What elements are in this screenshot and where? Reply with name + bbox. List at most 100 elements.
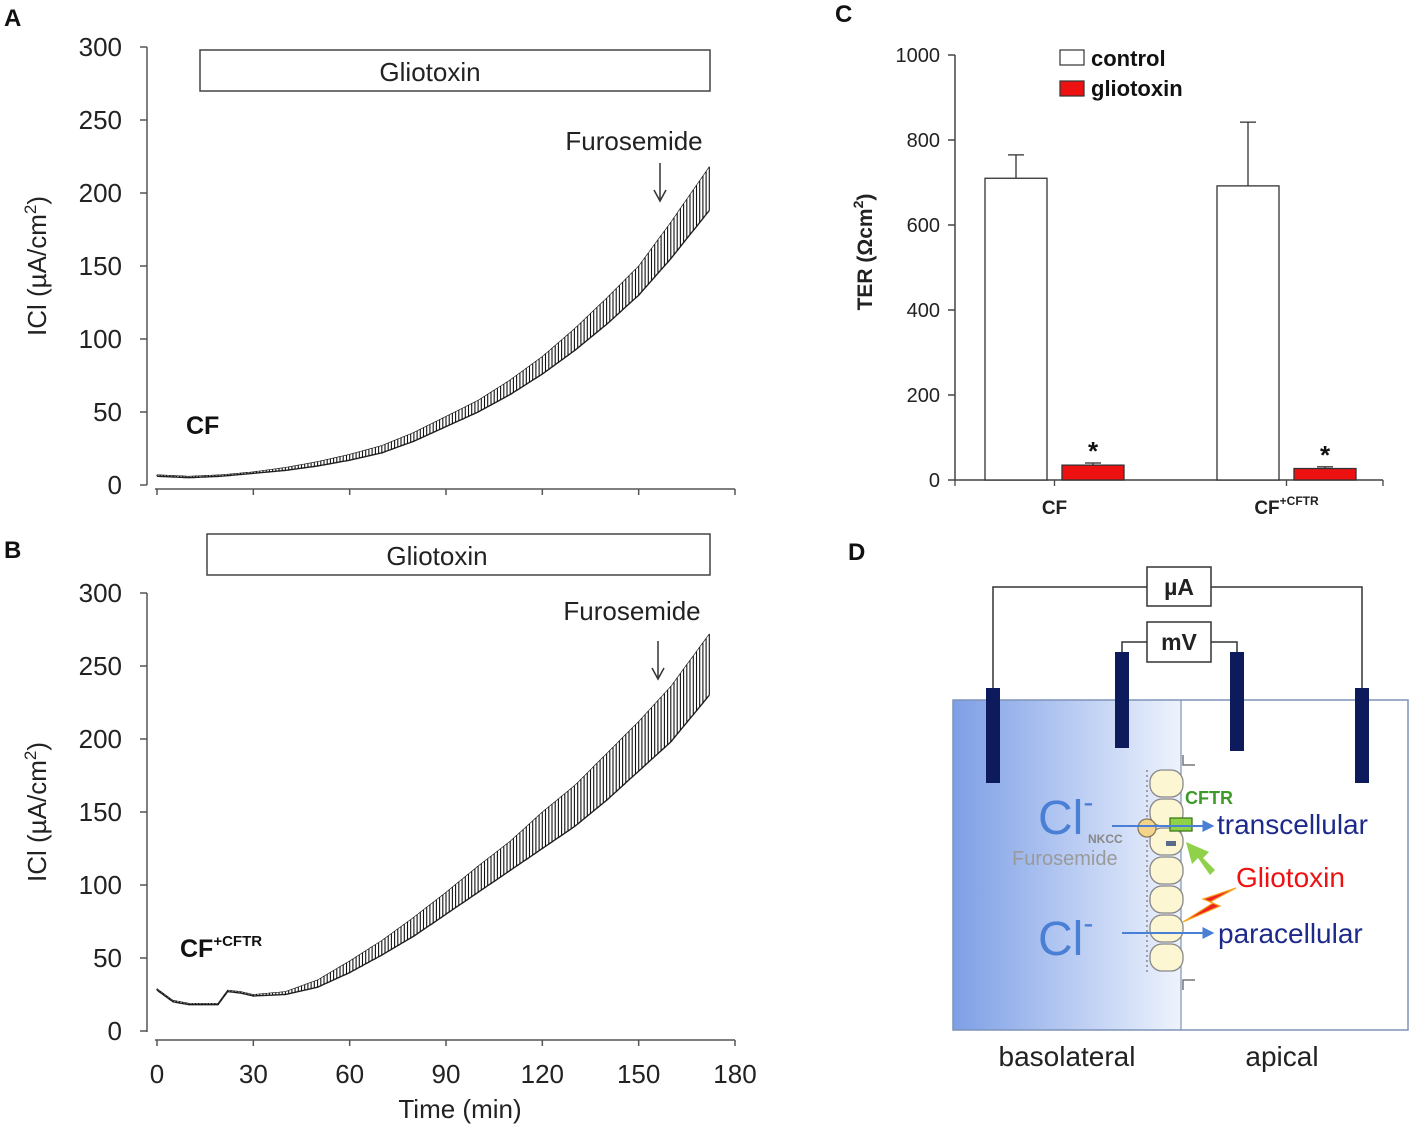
- x-tick-label: 60: [335, 1059, 364, 1089]
- panel-a-treatment-label: Gliotoxin: [379, 57, 480, 87]
- x-tick-label: 180: [713, 1059, 756, 1089]
- nkcc-transporter: [1137, 818, 1157, 838]
- y-tick-label: 300: [79, 578, 122, 608]
- y-tick-label: 0: [108, 1016, 122, 1046]
- y-tick-label: 250: [79, 651, 122, 681]
- panel-c-legend: control gliotoxin: [1059, 46, 1183, 101]
- gliotoxin-label: Gliotoxin: [1236, 862, 1345, 893]
- voltage-electrode-apical: [1230, 652, 1244, 751]
- significance-asterisk: *: [1320, 440, 1331, 470]
- panel-b-label: B: [4, 537, 21, 564]
- x-category-label: CF+CFTR: [1254, 494, 1319, 519]
- y-tick-label: 300: [79, 32, 122, 62]
- panel-b-furosemide-arrow: [651, 641, 665, 681]
- cl-ion-transcellular: Cl-: [1038, 786, 1093, 845]
- panel-b-treatment-bar: [206, 533, 711, 576]
- epithelial-cell: [1149, 943, 1184, 972]
- paracellular-label: paracellular: [1218, 918, 1363, 949]
- significance-asterisk: *: [1088, 436, 1099, 466]
- panel-b-axes: 0 50 100 150 200 250 300 0 30 60 90 120 150 180: [79, 578, 757, 1089]
- y-tick-label: 0: [929, 470, 940, 492]
- bar-control: [1216, 185, 1280, 481]
- y-tick-label: 1000: [896, 45, 941, 67]
- panel-c-bars: * *: [984, 121, 1357, 481]
- panel-b-trace: [156, 633, 710, 1006]
- x-tick-label: 90: [432, 1059, 461, 1089]
- millivolt-label: mV: [1161, 629, 1197, 655]
- bar-gliotoxin: [1293, 467, 1357, 481]
- y-tick-label: 400: [907, 300, 940, 322]
- apical-compartment: [1181, 700, 1408, 1030]
- trace-baseline: [156, 210, 710, 479]
- panel-a-axes: 0 50 100 150 200 250 300: [79, 32, 736, 500]
- gliotoxin-lightning-icon: [1182, 887, 1237, 923]
- panel-a-y-label: ICl (µA/cm2): [21, 196, 52, 336]
- x-category-text: CF: [1042, 498, 1067, 519]
- x-tick-label: 120: [521, 1059, 564, 1089]
- panel-d: D µA mV: [848, 539, 1409, 1072]
- legend-control-label: control: [1091, 46, 1166, 71]
- epithelial-cell: [1149, 914, 1184, 943]
- panel-d-label: D: [848, 539, 865, 566]
- voltage-electrode-basolateral: [1115, 652, 1129, 748]
- circuit-wires: [992, 586, 1363, 690]
- y-tick-label: 50: [93, 943, 122, 973]
- panel-a-furosemide-label: Furosemide: [565, 126, 702, 156]
- panel-b-furosemide-label: Furosemide: [563, 596, 700, 626]
- y-tick-label: 0: [108, 470, 122, 500]
- nkcc-label: NKCC: [1088, 832, 1123, 846]
- x-tick-label: 0: [150, 1059, 164, 1089]
- cftr-label: CFTR: [1185, 788, 1233, 808]
- transcellular-label: transcellular: [1217, 809, 1368, 840]
- y-tick-label: 150: [79, 797, 122, 827]
- basolateral-label: basolateral: [999, 1041, 1136, 1072]
- microamp-label: µA: [1164, 574, 1194, 600]
- y-tick-label: 100: [79, 870, 122, 900]
- x-category-superscript: +CFTR: [1280, 494, 1319, 508]
- apical-label: apical: [1245, 1041, 1318, 1072]
- x-category-text: CF: [1254, 498, 1279, 519]
- panel-a-treatment-bar: [199, 49, 711, 92]
- epithelial-cell: [1149, 769, 1184, 798]
- panel-b-x-label: Time (min): [398, 1094, 521, 1124]
- cl-ion-paracellular: Cl-: [1038, 907, 1093, 966]
- epithelial-cell: [1149, 856, 1184, 885]
- y-tick-label: 800: [907, 130, 940, 152]
- panel-a: A 0 50 100 150 200 250 300 ICl (µA/cm2) Glioto…: [4, 5, 736, 500]
- epithelial-cell: [1149, 885, 1184, 914]
- panel-b: B 0 50 100 150 200 250 300 0 30 60 90 120 150 180 ICl…: [4, 533, 757, 1124]
- x-category-label: CF: [1042, 498, 1067, 519]
- x-tick-label: 150: [617, 1059, 660, 1089]
- y-tick-label: 600: [907, 215, 940, 237]
- trace-baseline: [156, 694, 710, 1006]
- bar-control: [984, 177, 1048, 481]
- x-tick-label: 30: [239, 1059, 268, 1089]
- current-electrode-basolateral: [986, 688, 1000, 783]
- y-tick-label: 250: [79, 105, 122, 135]
- legend-control-swatch: [1059, 49, 1085, 66]
- y-tick-label: 200: [79, 178, 122, 208]
- y-tick-label: 150: [79, 251, 122, 281]
- gliotoxin-activation-arrow: [1186, 842, 1215, 875]
- legend-gliotoxin-label: gliotoxin: [1091, 76, 1183, 101]
- panel-a-cell-label: CF: [186, 412, 219, 440]
- panel-c-y-label: TER (Ωcm2): [850, 194, 877, 311]
- y-tick-label: 100: [79, 324, 122, 354]
- current-electrode-apical: [1355, 688, 1369, 783]
- furosemide-inhibitor-label: Furosemide: [1012, 848, 1118, 870]
- y-tick-label: 200: [79, 724, 122, 754]
- y-tick-label: 200: [907, 385, 940, 407]
- panel-a-furosemide-arrow: [653, 163, 667, 203]
- millivolt-meter: [1146, 621, 1212, 663]
- cftr-channel: [1169, 817, 1193, 832]
- microamp-meter: [1146, 566, 1212, 607]
- panel-b-cell-label: CF+CFTR: [180, 933, 262, 963]
- panel-b-y-label: ICl (µA/cm2): [21, 742, 52, 882]
- legend-gliotoxin-swatch: [1059, 80, 1085, 97]
- panel-b-treatment-label: Gliotoxin: [386, 541, 487, 571]
- panel-a-label: A: [4, 5, 21, 32]
- panel-a-trace: [156, 166, 710, 479]
